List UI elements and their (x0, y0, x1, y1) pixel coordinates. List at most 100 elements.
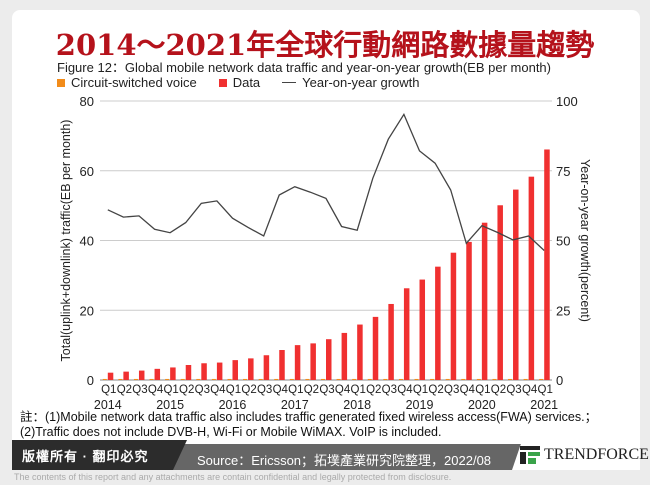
bar-voice (352, 378, 357, 380)
x-tick-label: Q2 (366, 384, 381, 396)
x-tick-label: Q2 (304, 384, 319, 396)
bar-data (248, 358, 254, 380)
bar-data (326, 339, 332, 380)
x-tick-label: Q4 (335, 384, 351, 396)
bar-data (294, 345, 301, 380)
bar-voice (149, 378, 154, 380)
x-year-label: 2020 (468, 398, 496, 412)
legend-label-growth: Year-on-year growth (302, 75, 420, 90)
bar-data (388, 303, 394, 380)
footer-band-left (12, 440, 187, 470)
y-axis-title: Total(uplink+downlink) traffic(EB per mo… (59, 120, 73, 362)
legend-label-data: Data (232, 75, 261, 90)
chart-title: Figure 12：Global mobile network data tra… (57, 60, 551, 75)
bar-voice (305, 378, 310, 380)
x-year-label: 2021 (530, 398, 558, 412)
bar-data (544, 149, 550, 380)
brand-name: TRENDFORCE (544, 446, 649, 463)
bar-voice (180, 378, 185, 380)
bar-data (185, 365, 192, 380)
bar-data (341, 332, 348, 380)
bar-voice (461, 378, 466, 380)
footnote: 註：(1)Mobile network data traffic also in… (20, 410, 597, 440)
bar-voice (211, 378, 216, 380)
x-tick-label: Q3 (257, 384, 272, 396)
bar-data (107, 372, 114, 380)
y2-tick-label: 25 (556, 303, 570, 318)
y2-tick-label: 75 (556, 164, 570, 179)
bar-data (310, 343, 316, 380)
bar-voice (258, 378, 263, 380)
legend-swatch-data (218, 78, 227, 87)
x-tick-label: Q1 (288, 384, 303, 396)
bar-voice (165, 378, 170, 380)
bar-data (419, 279, 426, 380)
bar-data (466, 241, 472, 380)
trendforce-logo: TRENDFORCE (520, 446, 649, 464)
bar-voice (336, 378, 341, 380)
bar-data (372, 316, 379, 380)
bar-data (123, 371, 129, 380)
bar-voice (383, 378, 388, 380)
x-tick-label: Q1 (163, 384, 178, 396)
x-tick-label: Q3 (132, 384, 147, 396)
legend-label-voice: Circuit-switched voice (71, 75, 197, 90)
bar-voice (523, 378, 528, 380)
x-tick-label: Q1 (475, 384, 490, 396)
y-tick-label: 40 (80, 234, 94, 249)
bar-voice (196, 378, 201, 380)
footnote-line-2: (2)Traffic does not include DVB-H, Wi-Fi… (20, 425, 442, 439)
bar-data (170, 367, 176, 380)
y-tick-label: 0 (87, 373, 94, 388)
x-year-label: 2014 (94, 398, 122, 412)
bar-data (357, 324, 363, 380)
legend-line-growth (282, 82, 297, 83)
source-text: Source：Ericsson；拓墣產業研究院整理，2022/08 (197, 453, 492, 468)
bar-voice (445, 378, 450, 380)
x-tick-label: Q3 (195, 384, 210, 396)
copyright-text: 版權所有 · 翻印必究 (22, 449, 149, 464)
x-tick-label: Q1 (413, 384, 428, 396)
x-tick-label: Q2 (179, 384, 194, 396)
y-tick-label: 60 (80, 164, 94, 179)
x-tick-label: Q1 (101, 384, 116, 396)
disclaimer: The contents of this report and any atta… (14, 472, 452, 482)
x-tick-label: Q3 (382, 384, 397, 396)
x-tick-label: Q2 (428, 384, 443, 396)
bar-data (232, 360, 238, 380)
x-tick-label: Q4 (522, 384, 538, 396)
x-year-label: 2018 (343, 398, 371, 412)
x-year-label: 2016 (219, 398, 247, 412)
bar-voice (508, 378, 513, 380)
chart-legend: Circuit-switched voice Data Year-on-year… (57, 75, 419, 90)
bar-data (216, 362, 223, 380)
y2-tick-label: 100 (556, 94, 578, 109)
y-tick-label: 80 (80, 94, 94, 109)
bar-voice (289, 378, 294, 380)
x-tick-label: Q3 (444, 384, 459, 396)
y2-tick-label: 0 (556, 373, 563, 388)
bar-data (450, 252, 457, 380)
x-tick-label: Q2 (117, 384, 132, 396)
bar-data (154, 368, 161, 380)
x-tick-label: Q3 (319, 384, 334, 396)
report-card (12, 10, 640, 468)
bar-data (513, 189, 519, 380)
page-title: 2014～2021年全球行動網路數據量趨勢 (55, 28, 595, 62)
legend-swatch-voice (57, 78, 65, 87)
bar-data (201, 363, 207, 380)
x-tick-label: Q4 (273, 384, 289, 396)
bar-voice (430, 378, 435, 380)
y2-tick-label: 50 (556, 234, 570, 249)
x-year-label: 2019 (406, 398, 434, 412)
trendforce-logo-icon (520, 446, 540, 464)
bar-data (497, 205, 503, 380)
x-tick-label: Q2 (241, 384, 256, 396)
y2-axis-title: Year-on-year growth(percent) (578, 159, 592, 322)
x-tick-label: Q4 (460, 384, 476, 396)
x-year-label: 2017 (281, 398, 309, 412)
bar-voice (398, 378, 403, 380)
bar-data (279, 350, 285, 380)
bar-voice (476, 378, 481, 380)
